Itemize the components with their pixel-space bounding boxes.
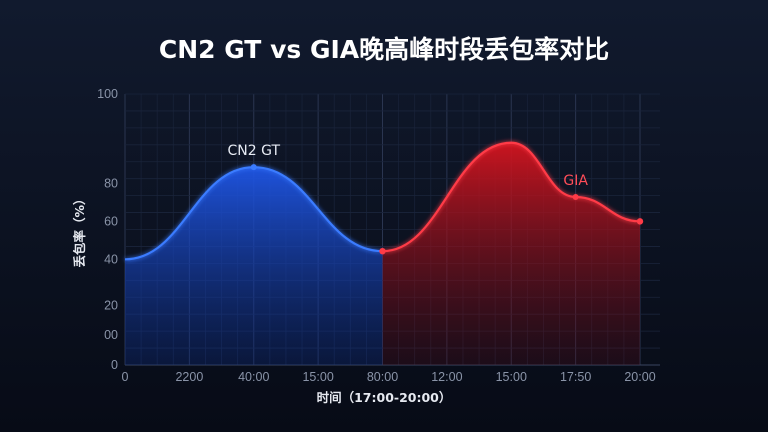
point-gia xyxy=(636,218,644,225)
point-gia xyxy=(572,193,579,200)
point-gia xyxy=(379,247,386,255)
x-tick-labels: 0 2200 40:00 15:00 80:00 12:00 15:00 17:50 20:00 xyxy=(122,370,656,384)
series-points xyxy=(250,164,644,255)
y-tick-label: 00 xyxy=(104,328,118,342)
area-cn2-gt xyxy=(125,167,383,365)
x-tick-label: 80:00 xyxy=(367,370,398,384)
point-cn2-gt xyxy=(250,164,257,171)
x-tick-label: 0 xyxy=(122,370,129,384)
x-tick-label: 17:50 xyxy=(560,370,591,384)
y-axis-label: 丢包率（%） xyxy=(72,192,87,267)
series-label-gia: GIA xyxy=(563,173,588,189)
series-labels: CN2 GT GIA xyxy=(227,143,588,189)
y-tick-label: 60 xyxy=(104,214,118,228)
x-tick-label: 15:00 xyxy=(496,370,527,384)
x-tick-label: 2200 xyxy=(175,370,203,384)
y-tick-label: 100 xyxy=(97,87,118,101)
line-gia xyxy=(382,141,641,253)
x-tick-label: 12:00 xyxy=(431,370,462,384)
x-tick-label: 20:00 xyxy=(624,370,655,384)
chart-title: CN2 GT vs GIA晚高峰时段丢包率对比 xyxy=(159,35,609,64)
y-tick-label: 20 xyxy=(104,298,118,312)
y-tick-label: 0 xyxy=(111,358,118,372)
x-tick-label: 40:00 xyxy=(238,370,269,384)
x-tick-label: 15:00 xyxy=(302,370,333,384)
y-tick-label: 40 xyxy=(104,252,118,266)
x-axis-label: 时间（17:00-20:00） xyxy=(317,390,452,405)
y-tick-label: 80 xyxy=(104,176,118,190)
series-label-cn2-gt: CN2 GT xyxy=(227,143,280,159)
